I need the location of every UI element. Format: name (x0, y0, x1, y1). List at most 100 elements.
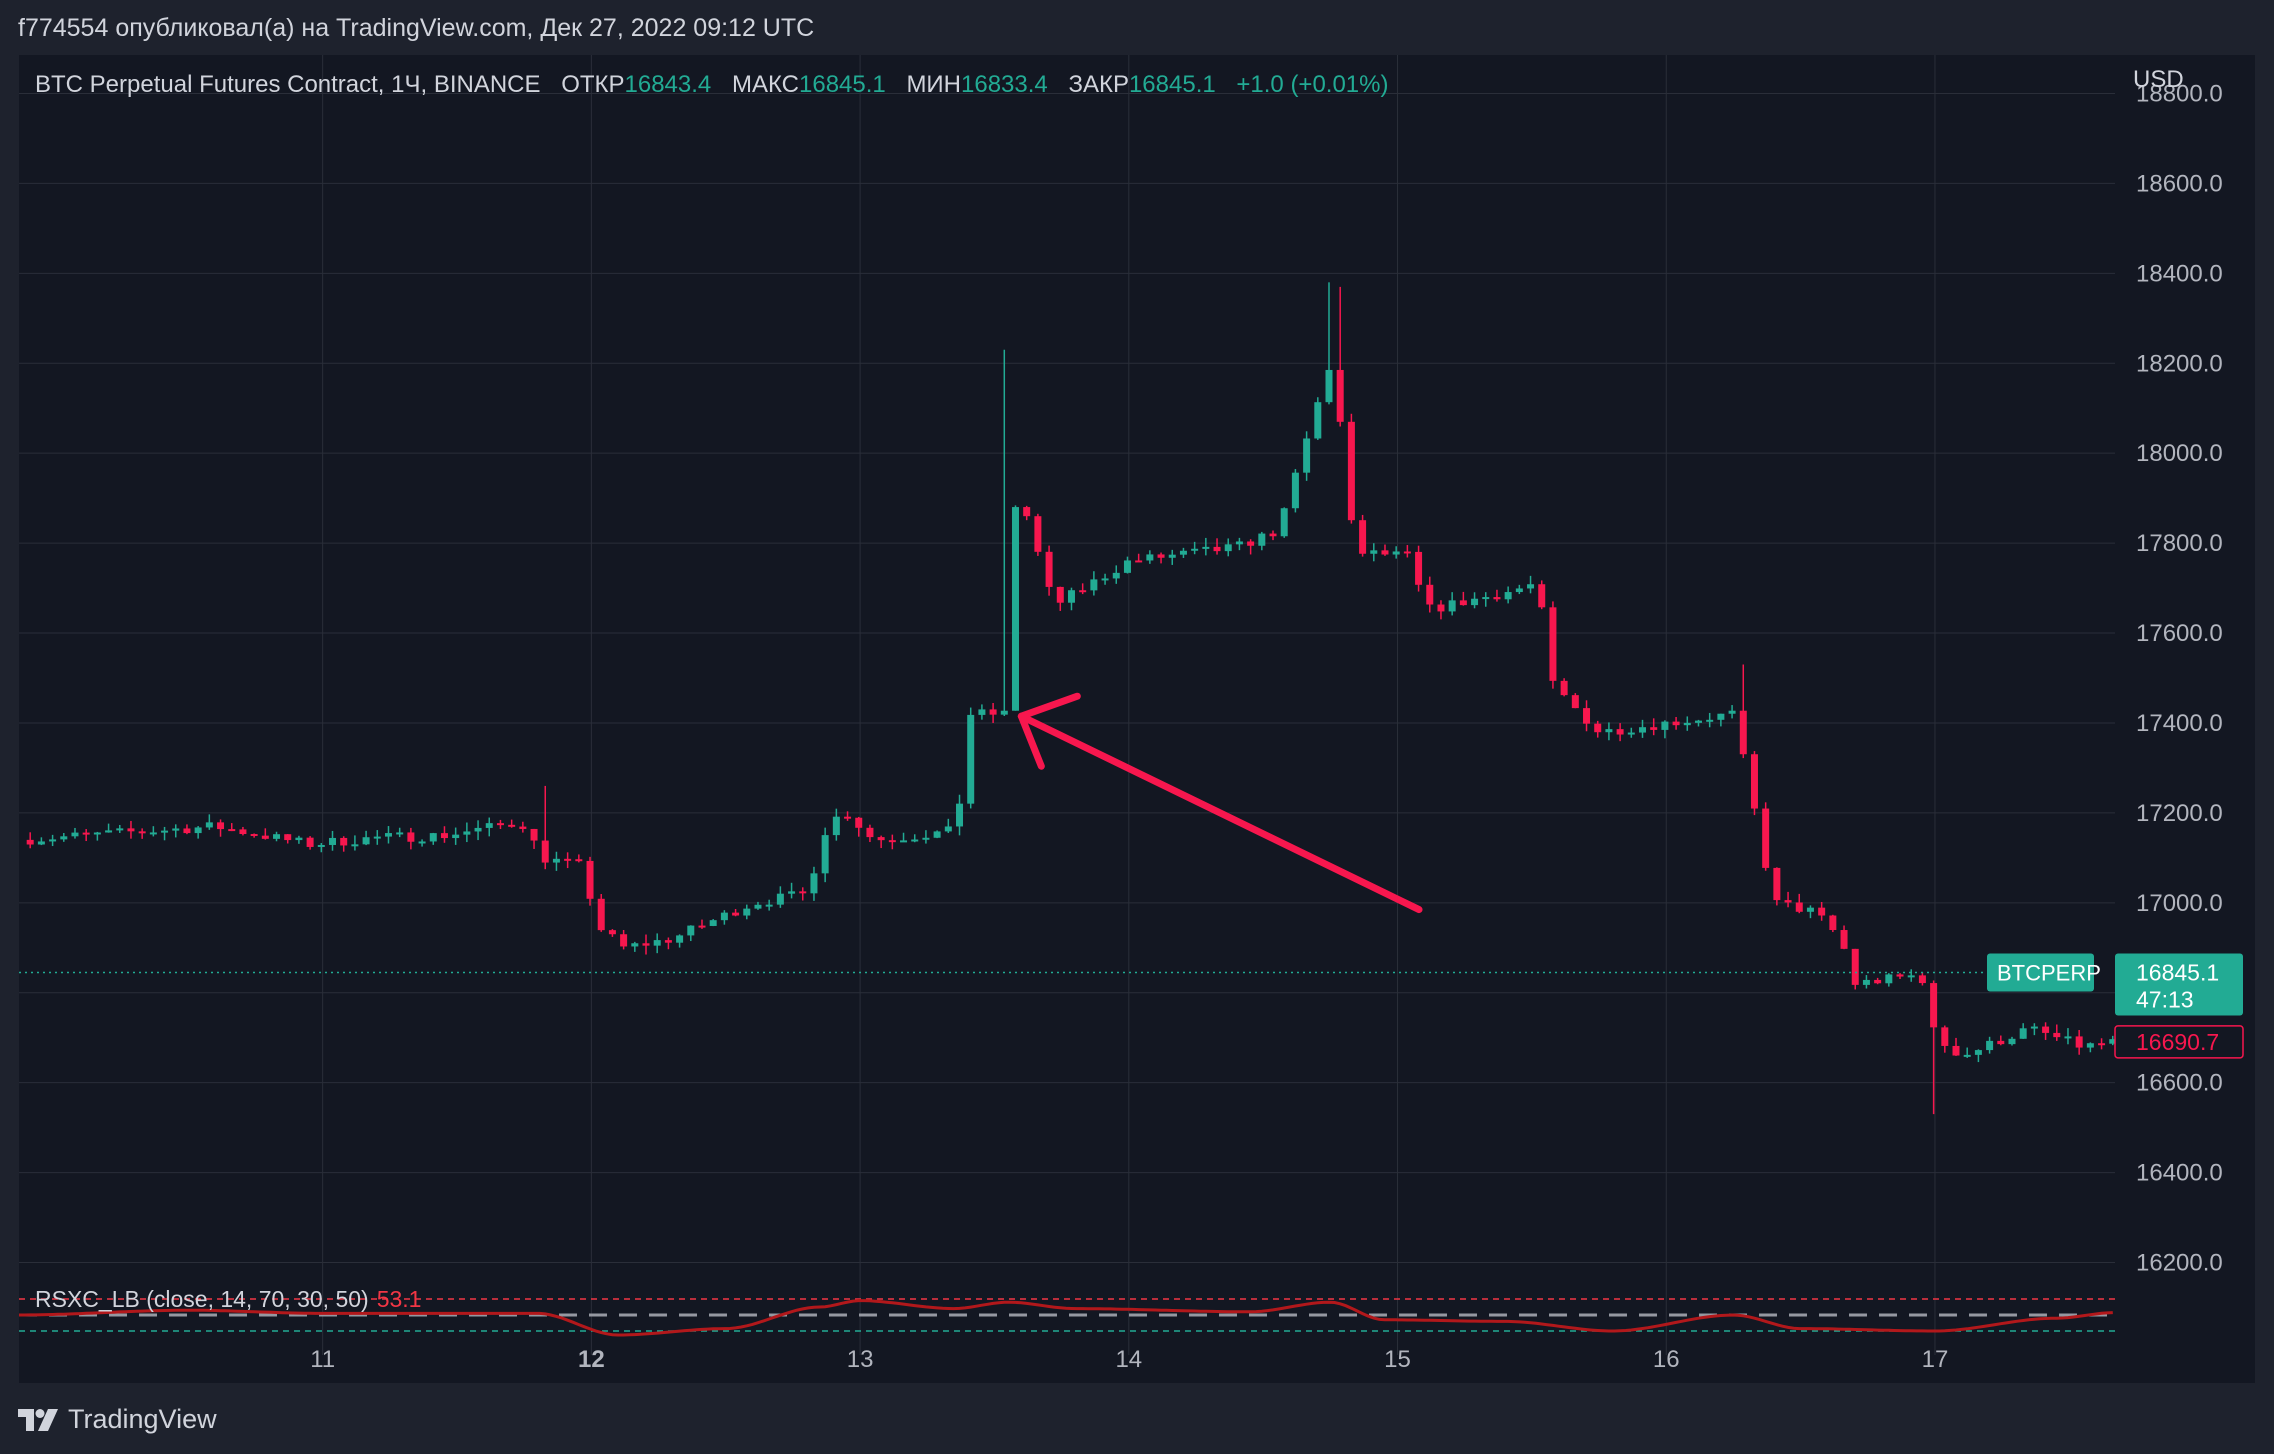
candle-body (1347, 421, 1355, 521)
candle-body (37, 841, 45, 845)
y-tick-label: 18800.0 (2136, 80, 2223, 107)
candle-body (1728, 710, 1736, 714)
candle-body (1829, 915, 1837, 931)
change-value: +1.0 (+0.01%) (1236, 71, 1389, 98)
candle-body (1650, 727, 1658, 730)
candle-body (228, 829, 236, 832)
candle-body (1773, 867, 1781, 901)
candle-body (1325, 369, 1333, 403)
candle-body (1527, 584, 1535, 589)
rsi-pane (19, 1298, 2115, 1337)
candle-body (2019, 1028, 2027, 1039)
candle-body (172, 828, 180, 831)
candle-body (127, 828, 135, 832)
candle-body (2042, 1026, 2050, 1033)
candle-body (1314, 402, 1322, 439)
close-value: 16845.1 (1128, 71, 1216, 98)
candle-body (440, 833, 448, 839)
candle-body (2098, 1043, 2106, 1046)
candle-body (1291, 472, 1299, 509)
candle-body (2053, 1032, 2061, 1038)
candle-body (989, 709, 997, 715)
candle-body (1202, 546, 1210, 549)
candle-body (1146, 554, 1154, 561)
candle-body (530, 828, 538, 841)
candle-body (810, 873, 818, 894)
candle-body (866, 827, 874, 838)
other-price-tag-bg (2114, 1025, 2244, 1059)
grid (19, 55, 2115, 1355)
candle-body (933, 831, 941, 838)
candle-body (1851, 948, 1859, 985)
candle-body (161, 830, 169, 833)
candle-body (362, 837, 370, 845)
candle-body (261, 835, 269, 839)
indicator-value: 53.1 (376, 1286, 422, 1312)
candle-body (1605, 729, 1613, 733)
countdown-tag: 47:13 (2136, 986, 2194, 1012)
y-tick-label: 17400.0 (2136, 710, 2223, 737)
candle-body (26, 839, 34, 845)
candle-body (1874, 979, 1882, 984)
candle-body (1359, 520, 1367, 554)
candle-body (485, 823, 493, 828)
candle-body (1168, 554, 1176, 558)
candle-body (2075, 1036, 2083, 1048)
x-tick-label: 13 (847, 1346, 874, 1373)
chart-panel[interactable]: 16200.016400.016600.016800.017000.017200… (19, 55, 2255, 1383)
symbol-legend[interactable]: BTC Perpetual Futures Contract, 1Ч, BINA… (35, 71, 1389, 99)
low-label: МИН (906, 71, 962, 98)
candle-body (1795, 902, 1803, 912)
candle-body (1806, 907, 1814, 912)
candle-body (1750, 754, 1758, 809)
indicator-legend[interactable]: RSXC_LB (close, 14, 70, 30, 50) 53.1 (35, 1286, 421, 1313)
last-price-tag: 16845.1 (2136, 959, 2219, 985)
candle-body (564, 858, 572, 861)
candle-body (116, 828, 124, 831)
candle-body (1717, 713, 1725, 720)
candle-body (149, 832, 157, 835)
candle-body (60, 836, 68, 840)
candle-body (1403, 551, 1411, 554)
candle-body (429, 833, 437, 842)
indicator-label[interactable]: RSXC_LB (close, 14, 70, 30, 50) (35, 1286, 369, 1312)
candle-body (1571, 695, 1579, 709)
candle-body (844, 816, 852, 819)
candle-body (418, 841, 426, 844)
price-chart[interactable]: 16200.016400.016600.016800.017000.017200… (19, 55, 2255, 1383)
y-tick-label: 17600.0 (2136, 620, 2223, 647)
candle-body (1336, 369, 1344, 422)
candle-body (687, 925, 695, 936)
candle-body (1011, 507, 1019, 711)
candle-body (586, 860, 594, 899)
candle-body (1706, 719, 1714, 722)
candle-body (754, 904, 762, 909)
candle-body (1034, 516, 1042, 552)
candle-body (1067, 590, 1075, 603)
candles (26, 282, 2117, 1115)
candle-body (967, 714, 975, 804)
candle-body (2086, 1043, 2094, 1048)
currency-label[interactable]: USD (2133, 66, 2184, 93)
candle-body (1493, 597, 1501, 600)
tradingview-logo[interactable]: TradingView (18, 1404, 217, 1435)
symbol-title[interactable]: BTC Perpetual Futures Contract, 1Ч, BINA… (35, 71, 541, 98)
x-tick-label: 16 (1653, 1346, 1680, 1373)
candle-body (631, 943, 639, 947)
high-value: 16845.1 (799, 71, 886, 98)
candle-body (396, 832, 404, 835)
candle-body (1090, 579, 1098, 591)
open-label: ОТКР (561, 71, 625, 98)
candle-body (1896, 974, 1904, 977)
candle-body (1784, 900, 1792, 903)
candle-body (575, 859, 583, 862)
candle-body (2008, 1038, 2016, 1045)
candle-body (1918, 975, 1926, 984)
publisher-line: f774554 опубликовал(а) на TradingView.co… (18, 14, 815, 42)
candle-body (1112, 572, 1120, 579)
candle-body (1426, 584, 1434, 605)
candle-body (765, 904, 773, 907)
low-value: 16833.4 (961, 71, 1048, 98)
candle-body (944, 826, 952, 832)
candle-body (1157, 554, 1165, 558)
